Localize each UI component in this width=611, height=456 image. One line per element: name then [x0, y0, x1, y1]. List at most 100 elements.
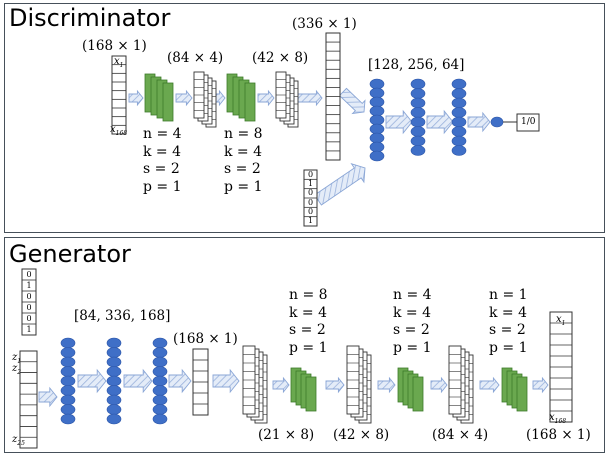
gen-arrow-fmap3-deconv3 [479, 376, 500, 394]
gen-flat-dim: (168 × 1) [173, 331, 238, 347]
neuron-node [60, 347, 76, 358]
gen-deconv1-params: n = 8 k = 4 s = 2 p = 1 [289, 287, 328, 357]
disc-arrow-dense1-dense2 [385, 109, 413, 135]
disc-output-node [490, 116, 504, 128]
disc-dense-layers [369, 78, 517, 162]
neuron-node [410, 116, 426, 128]
neuron-node [60, 366, 76, 377]
neuron-node [60, 394, 76, 406]
neuron-node [106, 394, 122, 406]
gen-deconv2-param: s = 2 [393, 322, 430, 338]
neuron-node [106, 385, 122, 396]
disc-dense-layers-label: [128, 256, 64] [368, 57, 465, 73]
gen-feature-map-1 [242, 345, 268, 424]
discriminator-title: Discriminator [9, 4, 171, 32]
neuron-node [152, 337, 168, 349]
disc-conv1-param: p = 1 [143, 178, 182, 195]
gen-output-top-label: x1 [556, 314, 566, 327]
neuron-node [106, 404, 122, 415]
gen-arrow-deconv3-output [532, 376, 549, 394]
disc-condition-vector [303, 169, 318, 227]
gen-feature-map-3 [448, 345, 474, 424]
gen-output-bottom-label: x168 [549, 412, 567, 425]
neuron-node [410, 97, 426, 109]
neuron-node [106, 337, 122, 349]
gen-condition-value: 0 [26, 291, 32, 301]
generator-panel [4, 237, 605, 453]
disc-input-vector [111, 55, 127, 135]
neuron-node [369, 132, 385, 144]
neuron-node [410, 107, 426, 118]
gen-deconv3-param: n = 1 [489, 287, 528, 303]
gen-arrow-dense3-flat [168, 368, 192, 394]
gen-flat-vector [192, 348, 209, 416]
disc-conv2-param: s = 2 [224, 161, 261, 177]
diagonal-flow-arrow [313, 163, 366, 206]
neuron-node [369, 105, 385, 117]
disc-condition-value: 1 [308, 179, 314, 188]
neuron-node [410, 126, 426, 137]
conv-filter [244, 82, 256, 122]
disc-conv1-param: s = 2 [143, 161, 180, 177]
disc-feature-map-1 [193, 71, 217, 128]
disc-condition-value: 0 [308, 207, 314, 216]
gen-noise-top2-label: z2 [12, 363, 22, 376]
gen-noise-vector [19, 350, 38, 449]
diagonal-flow-arrow [338, 87, 366, 115]
gen-arrow-deconv1-fmap2 [325, 376, 345, 394]
neuron-node [152, 375, 168, 387]
conv-filter [516, 376, 528, 412]
neuron-node [369, 150, 385, 162]
neuron-node [152, 347, 168, 358]
gen-deconv3-params: n = 1 k = 4 s = 2 p = 1 [489, 287, 528, 357]
disc-conv2-param: n = 8 [224, 126, 263, 142]
neuron-node [369, 87, 385, 99]
disc-conv1-param: k = 4 [143, 143, 182, 160]
disc-conv2-param: k = 4 [224, 143, 263, 160]
gen-deconv2-param: n = 4 [393, 287, 432, 303]
gen-feature-map-2 [346, 345, 372, 424]
gen-dense-layers [60, 337, 168, 425]
neuron-node [369, 114, 385, 126]
gen-condition-vector [21, 268, 37, 336]
neuron-node [410, 135, 426, 147]
neuron-node [451, 145, 467, 156]
gen-arrow-flat-reshape [212, 368, 240, 394]
gen-condition-value: 0 [26, 302, 32, 312]
neuron-node [410, 88, 426, 99]
disc-arrow-conv2-fmap2 [257, 89, 275, 107]
neuron-node [152, 413, 168, 425]
gen-deconv1-param: n = 8 [289, 287, 328, 303]
disc-conv2-params: n = 8 k = 4 s = 2 p = 1 [224, 126, 263, 196]
gen-arrow-dense2-dense3 [123, 368, 153, 394]
conv-filter [305, 376, 317, 412]
neuron-node [451, 97, 467, 109]
neuron-node [106, 356, 122, 368]
gen-condition-value: 0 [26, 269, 32, 279]
disc-flat-dim: (336 × 1) [292, 16, 357, 32]
disc-input-vector-outline [111, 55, 127, 135]
neuron-node [60, 385, 76, 396]
neuron-node [451, 78, 467, 90]
disc-condition-value: 0 [308, 188, 314, 198]
disc-conv2-param: p = 1 [224, 178, 263, 195]
neuron-node [152, 394, 168, 406]
disc-flattened-vector [325, 32, 341, 161]
disc-arrow-conv1-fmap1 [175, 89, 193, 107]
neuron-node [410, 78, 426, 90]
disc-output-box [516, 113, 540, 132]
neuron-node [106, 366, 122, 377]
disc-arrow-input-conv1 [128, 89, 144, 107]
gen-deconv2-param: p = 1 [393, 339, 432, 356]
neuron-node [451, 126, 467, 137]
gen-deconv-block-1 [290, 367, 317, 412]
disc-condition-value: 0 [308, 169, 314, 179]
conv-filter [412, 376, 424, 412]
disc-conv1-out-dim: (84 × 4) [167, 50, 224, 66]
disc-feature-map-2 [275, 71, 299, 128]
conv-filter [162, 82, 174, 122]
neuron-node [152, 356, 168, 368]
neuron-node [60, 337, 76, 349]
gen-noise-outline [19, 350, 38, 449]
